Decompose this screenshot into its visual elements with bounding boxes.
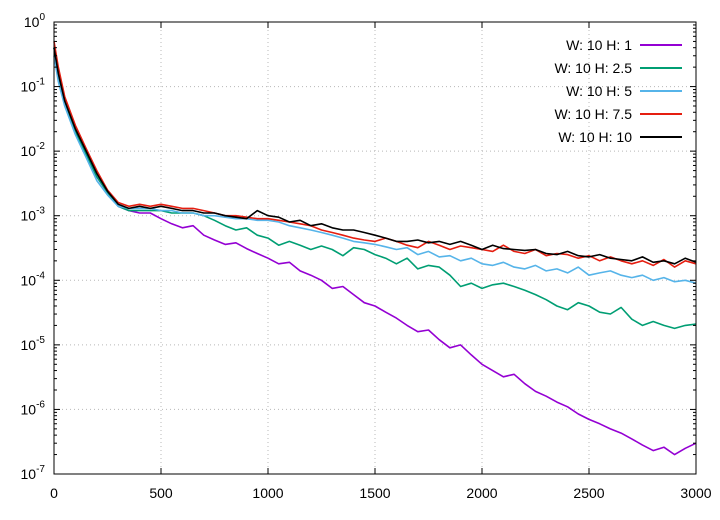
legend-label: W: 10 H: 7.5: [554, 106, 632, 122]
y-tick-label: 10-2: [21, 141, 46, 159]
x-tick-label: 3000: [680, 485, 711, 501]
y-tick-label: 100: [24, 12, 46, 30]
x-tick-label: 2000: [466, 485, 497, 501]
legend: W: 10 H: 1 W: 10 H: 2.5 W: 10 H: 5 W: 10 H:…: [554, 37, 682, 145]
y-tick-label: 10-4: [21, 270, 46, 288]
legend-label: W: 10 H: 10: [558, 129, 632, 145]
x-tick-label: 0: [50, 485, 58, 501]
x-tick-label: 1500: [359, 485, 390, 501]
y-tick-labels: 100 10-1 10-2 10-3 10-4 10-5 10-6 10-7: [21, 12, 46, 482]
legend-label: W: 10 H: 5: [566, 83, 632, 99]
x-tick-label: 1000: [252, 485, 283, 501]
x-tick-labels: 0 500 1000 1500 2000 2500 3000: [50, 485, 712, 501]
series-line-2: [53, 47, 697, 330]
x-tick-label: 2500: [573, 485, 604, 501]
axis-ticks: [53, 21, 697, 475]
series-line-5: [53, 47, 697, 265]
series-line-1: [53, 47, 697, 456]
x-tick-label: 500: [149, 485, 173, 501]
y-tick-label: 10-1: [21, 77, 46, 95]
legend-label: W: 10 H: 1: [566, 37, 632, 53]
legend-label: W: 10 H: 2.5: [554, 60, 632, 76]
grid-lines: [54, 22, 696, 474]
series-lines: [53, 41, 697, 456]
y-tick-label: 10-6: [21, 399, 46, 417]
y-tick-label: 10-5: [21, 335, 46, 353]
y-tick-label: 10-7: [21, 464, 46, 482]
y-tick-label: 10-3: [21, 206, 46, 224]
